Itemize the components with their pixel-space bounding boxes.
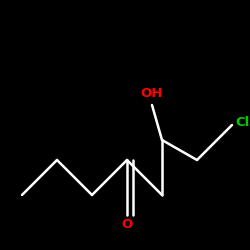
Text: O: O xyxy=(122,218,132,231)
Text: Cl: Cl xyxy=(235,116,249,130)
Text: OH: OH xyxy=(141,87,163,100)
